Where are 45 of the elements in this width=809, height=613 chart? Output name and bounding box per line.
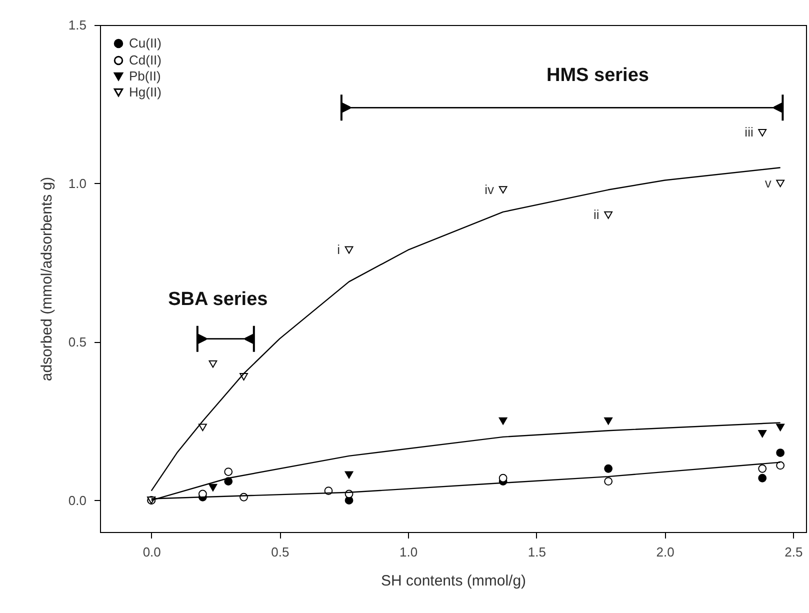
annotation: i bbox=[337, 242, 340, 257]
line-series bbox=[150, 166, 781, 492]
point bbox=[604, 464, 613, 473]
y-tick-label: 0.0 bbox=[68, 492, 86, 508]
annotation: SBA series bbox=[168, 288, 268, 310]
point bbox=[758, 464, 767, 473]
x-tick-label: 0.5 bbox=[271, 544, 290, 560]
legend-label: Cu(II) bbox=[129, 36, 162, 50]
legend-label: Hg(II) bbox=[129, 84, 162, 100]
point bbox=[776, 448, 785, 457]
legend-label: Pb(II) bbox=[129, 68, 161, 84]
point bbox=[604, 211, 613, 219]
x-tick-label: 1.5 bbox=[528, 544, 546, 560]
point bbox=[604, 477, 613, 486]
y-axis-title: adsorbed (mmol/adsorbents g) bbox=[38, 176, 56, 382]
point bbox=[208, 360, 218, 368]
point bbox=[776, 180, 785, 188]
annotation: HMS series bbox=[546, 65, 649, 86]
x-tick-label: 0.0 bbox=[142, 544, 161, 560]
x-tick-label: 1.0 bbox=[400, 544, 418, 560]
point bbox=[604, 417, 613, 425]
legend-label: Cd(II) bbox=[129, 52, 162, 68]
point bbox=[344, 471, 354, 479]
point bbox=[498, 186, 508, 194]
x-tick-label: 2.5 bbox=[784, 544, 803, 560]
y-tick-label: 0.5 bbox=[68, 334, 86, 350]
point bbox=[758, 474, 767, 482]
annotation: iii bbox=[744, 124, 754, 140]
x-tick-label: 2.0 bbox=[656, 544, 674, 560]
annotation: v bbox=[764, 175, 772, 190]
point bbox=[758, 430, 767, 438]
x-axis-title: SH contents (mmol/g) bbox=[380, 572, 526, 590]
point bbox=[776, 461, 785, 470]
y-tick-label: 1.5 bbox=[68, 18, 86, 32]
annotation: iv bbox=[484, 182, 495, 197]
point bbox=[498, 474, 508, 482]
annotation: ii bbox=[594, 207, 600, 222]
y-tick-label: 1.0 bbox=[68, 176, 86, 191]
point bbox=[776, 424, 785, 432]
point bbox=[198, 424, 207, 432]
point bbox=[498, 417, 508, 425]
point bbox=[224, 468, 233, 476]
point bbox=[758, 129, 767, 136]
point bbox=[208, 484, 218, 492]
point bbox=[344, 246, 354, 254]
